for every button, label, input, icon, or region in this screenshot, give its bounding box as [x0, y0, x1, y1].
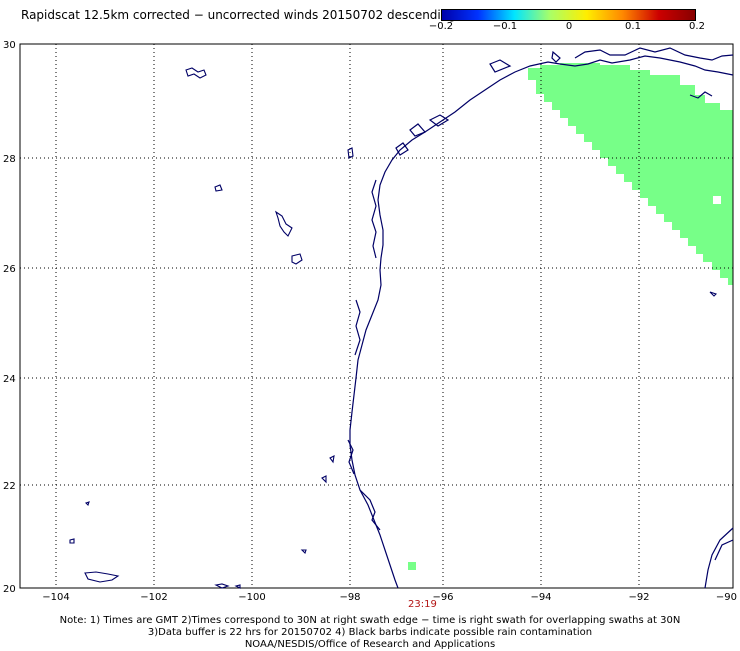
footnotes: Note: 1) Times are GMT 2)Times correspon…	[0, 615, 740, 651]
colorbar-gradient	[441, 9, 696, 21]
lon-tick: −90	[716, 592, 737, 603]
inland-features	[69, 67, 718, 589]
lon-tick: −92	[628, 592, 649, 603]
coastline	[347, 47, 734, 589]
lon-tick: −96	[432, 592, 453, 603]
lat-tick: 24	[3, 374, 16, 385]
lon-tick: −100	[238, 592, 265, 603]
lat-tick: 26	[3, 264, 16, 275]
grid-lines	[20, 44, 733, 588]
colorbar-ticks: −0.2 −0.1 0 0.1 0.2	[429, 21, 705, 33]
lat-tick: 28	[3, 154, 16, 165]
lon-tick: −104	[42, 592, 69, 603]
lon-tick: −102	[140, 592, 167, 603]
lat-tick: 22	[3, 481, 16, 492]
colorbar-tick: −0.1	[492, 21, 518, 32]
plot-frame	[19, 43, 734, 589]
footnote-line: NOAA/NESDIS/Office of Research and Appli…	[244, 639, 496, 650]
chart-title: Rapidscat 12.5km corrected − uncorrected…	[21, 8, 456, 22]
colorbar	[441, 9, 696, 21]
footnote-line: 3)Data buffer is 22 hrs for 20150702 4) …	[147, 627, 593, 638]
lon-tick: −94	[530, 592, 551, 603]
lat-tick: 20	[3, 584, 16, 595]
colorbar-tick: 0.2	[689, 21, 705, 32]
footnote-line: Note: 1) Times are GMT 2)Times correspon…	[59, 615, 681, 626]
colorbar-tick: −0.2	[428, 21, 454, 32]
lat-tick: 30	[3, 40, 16, 51]
swath-time-label: 23:19	[408, 599, 437, 610]
colorbar-tick: 0.1	[625, 21, 641, 32]
swath-area	[408, 63, 733, 570]
colorbar-tick: 0	[565, 21, 573, 32]
lon-tick: −98	[339, 592, 360, 603]
